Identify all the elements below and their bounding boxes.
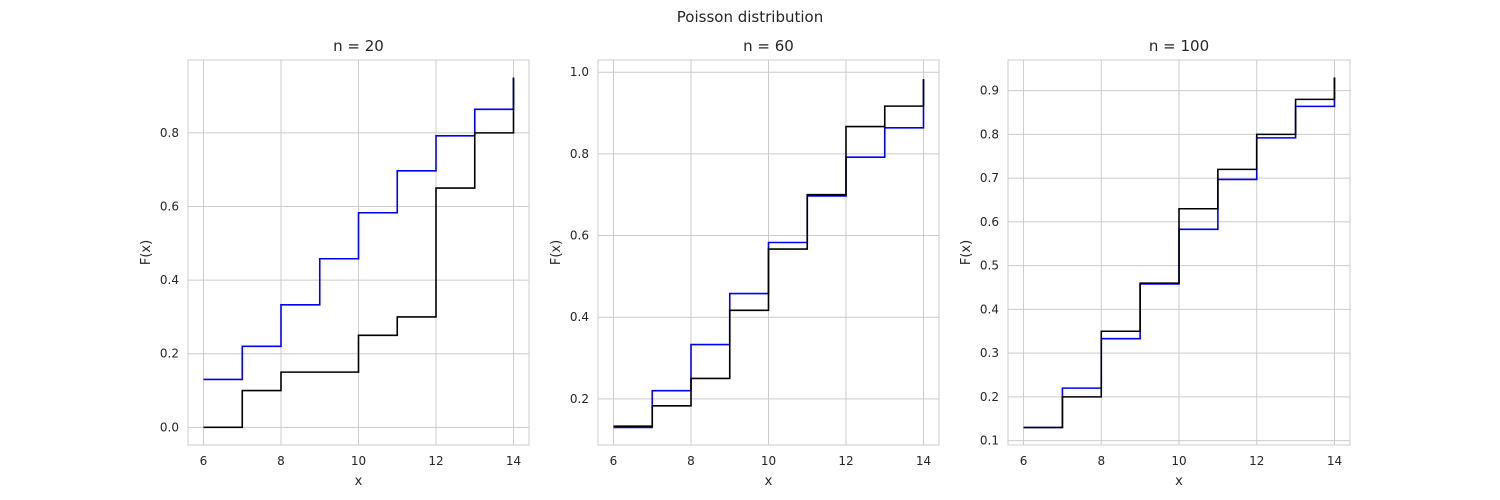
x-tick-label: 6 [200,454,208,468]
y-tick-label: 0.6 [980,215,999,229]
axes-frame [187,59,530,446]
series-line-2 [1023,77,1336,429]
x-tick-label: 10 [351,454,366,468]
y-axis-label: F(x) [549,240,564,265]
series-line-2 [203,77,515,429]
x-axis-label: x [355,474,363,489]
y-tick-label: 1.0 [570,65,589,79]
y-tick-label: 0.6 [570,229,589,243]
x-tick-label: 8 [687,454,695,468]
x-tick-label: 12 [428,454,443,468]
y-tick-label: 0.7 [980,171,999,185]
x-tick-label: 12 [838,454,853,468]
y-tick-label: 0.2 [160,347,179,361]
y-tick-label: 0.6 [160,199,179,213]
series-line-1 [203,77,515,381]
figure-suptitle: Poisson distribution [677,8,823,26]
y-tick-label: 0.4 [570,310,589,324]
axes-frame [1007,59,1351,446]
subplot-2: 6 8 10 12 14 0.2 0.4 0.6 0.8 1.0 x F(x) n = 60 [549,37,940,489]
y-tick-label: 0.8 [160,126,179,140]
y-tick-label: 0.2 [570,392,589,406]
x-tick-label: 14 [506,454,521,468]
subplots: 6 8 10 12 14 0.0 0.2 0.4 0.6 0.8 x F(x) n = 20 6 8 10 12… [139,37,1351,489]
y-axis-label: F(x) [959,240,974,265]
y-tick-label: 0.8 [980,127,999,141]
y-tick-label: 0.4 [980,302,999,316]
x-tick-label: 14 [916,454,931,468]
y-tick-label: 0.0 [160,420,179,434]
subplot-title: n = 100 [1149,37,1209,55]
y-tick-label: 0.1 [980,434,999,448]
x-tick-label: 12 [1249,454,1264,468]
subplot-1: 6 8 10 12 14 0.0 0.2 0.4 0.6 0.8 x F(x) n = 20 [139,37,530,489]
series-line-1 [613,79,925,429]
x-tick-label: 14 [1327,454,1342,468]
y-tick-label: 0.9 [980,84,999,98]
x-tick-label: 6 [1020,454,1028,468]
x-tick-label: 10 [1171,454,1186,468]
x-axis-label: x [765,474,773,489]
x-tick-label: 8 [277,454,285,468]
y-tick-label: 0.2 [980,390,999,404]
y-tick-label: 0.3 [980,346,999,360]
y-tick-label: 0.8 [570,147,589,161]
x-tick-label: 8 [1097,454,1105,468]
subplot-title: n = 60 [743,37,794,55]
x-tick-label: 6 [610,454,618,468]
y-axis-label: F(x) [139,240,154,265]
subplot-3: 6 8 10 12 14 0.1 0.2 0.3 0.4 0.5 0.6 0.7 0.8 0.9 x F(x)… [959,37,1351,489]
x-axis-label: x [1175,474,1183,489]
series-line-2 [613,79,925,428]
axes-frame [597,59,940,446]
subplot-title: n = 20 [333,37,384,55]
y-tick-label: 0.5 [980,259,999,273]
x-tick-label: 10 [761,454,776,468]
y-tick-label: 0.4 [160,273,179,287]
